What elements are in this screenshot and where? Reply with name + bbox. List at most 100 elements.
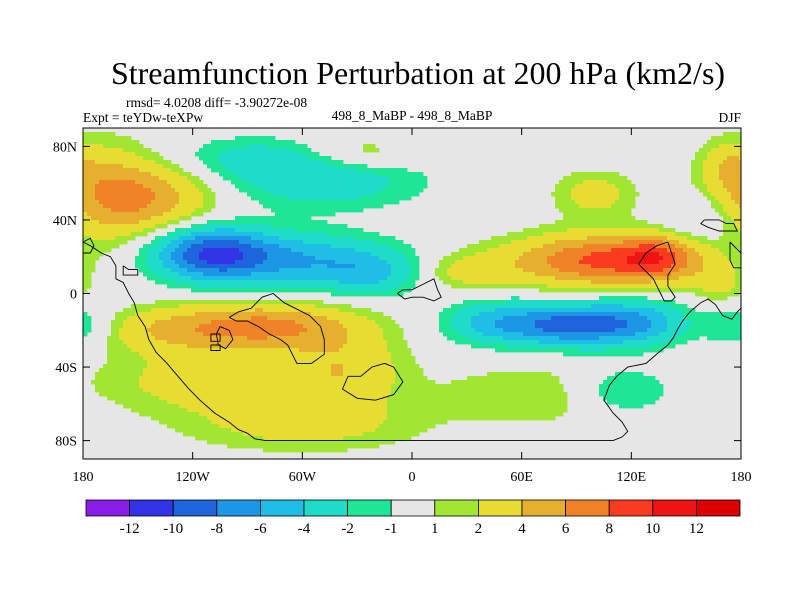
contour-cell (731, 160, 736, 165)
contour-cell (191, 256, 196, 261)
contour-cell (535, 268, 540, 273)
contour-cell (135, 216, 140, 221)
contour-cell (571, 208, 576, 213)
contour-cell (243, 324, 248, 329)
contour-cell (163, 168, 168, 173)
contour-cell (283, 280, 288, 285)
contour-cell (683, 268, 688, 273)
contour-cell (419, 188, 424, 193)
contour-cell (411, 192, 416, 197)
contour-cell (635, 320, 640, 325)
contour-cell (351, 308, 356, 313)
contour-cell (475, 268, 480, 273)
contour-cell (623, 244, 628, 249)
contour-cell (403, 168, 408, 173)
contour-cell (211, 308, 216, 313)
contour-cell (735, 180, 740, 185)
contour-cell (583, 236, 588, 241)
contour-cell (627, 188, 632, 193)
contour-cell (335, 228, 340, 233)
contour-cell (279, 300, 284, 305)
contour-cell (123, 324, 128, 329)
contour-cell (603, 300, 608, 305)
contour-cell (595, 216, 600, 221)
contour-cell (207, 260, 212, 265)
contour-cell (271, 268, 276, 273)
contour-cell (239, 308, 244, 313)
contour-cell (739, 232, 742, 237)
contour-cell (399, 168, 404, 173)
contour-cell (731, 204, 736, 209)
contour-cell (459, 280, 464, 285)
contour-cell (407, 188, 412, 193)
contour-cell (535, 232, 540, 237)
contour-cell (83, 172, 88, 177)
contour-cell (239, 284, 244, 289)
contour-cell (491, 272, 496, 277)
contour-cell (307, 244, 312, 249)
contour-cell (295, 304, 300, 309)
contour-cell (123, 204, 128, 209)
contour-cell (567, 208, 572, 213)
contour-cell (283, 244, 288, 249)
contour-cell (219, 232, 224, 237)
contour-cell (647, 284, 652, 289)
contour-cell (231, 280, 236, 285)
contour-cell (223, 316, 228, 321)
contour-cell (147, 160, 152, 165)
contour-cell (315, 228, 320, 233)
contour-cell (511, 244, 516, 249)
contour-cell (347, 244, 352, 249)
contour-cell (739, 200, 742, 205)
contour-cell (179, 212, 184, 217)
contour-cell (571, 268, 576, 273)
contour-cell (227, 304, 232, 309)
contour-cell (679, 236, 684, 241)
contour-cell (339, 320, 344, 325)
contour-cell (655, 272, 660, 277)
contour-cell (571, 256, 576, 261)
contour-cell (503, 284, 508, 289)
contour-cell (259, 312, 264, 317)
contour-cell (503, 256, 508, 261)
contour-cell (163, 196, 168, 201)
contour-cell (207, 288, 212, 293)
contour-cell (631, 268, 636, 273)
contour-cell (479, 264, 484, 269)
contour-cell (95, 184, 100, 189)
contour-cell (519, 252, 524, 257)
contour-cell (579, 220, 584, 225)
contour-cell (731, 220, 736, 225)
contour-cell (575, 272, 580, 277)
contour-cell (379, 192, 384, 197)
contour-cell (323, 316, 328, 321)
contour-cell (515, 236, 520, 241)
contour-cell (731, 132, 736, 137)
contour-cell (287, 144, 292, 149)
contour-cell (395, 248, 400, 253)
contour-cell (611, 196, 616, 201)
contour-cell (555, 268, 560, 273)
contour-cell (175, 236, 180, 241)
contour-cell (119, 208, 124, 213)
contour-cell (687, 312, 692, 317)
contour-cell (315, 288, 320, 293)
contour-cell (323, 236, 328, 241)
contour-cell (387, 276, 392, 281)
contour-cell (711, 192, 716, 197)
contour-cell (683, 252, 688, 257)
contour-cell (171, 264, 176, 269)
contour-cell (395, 188, 400, 193)
contour-cell (443, 272, 448, 277)
contour-cell (667, 308, 672, 313)
contour-cell (131, 320, 136, 325)
contour-cell (583, 208, 588, 213)
contour-cell (667, 268, 672, 273)
contour-cell (563, 252, 568, 257)
contour-cell (547, 288, 552, 293)
contour-cell (603, 252, 608, 257)
contour-cell (199, 192, 204, 197)
contour-cell (451, 264, 456, 269)
contour-cell (83, 212, 88, 217)
contour-cell (583, 232, 588, 237)
